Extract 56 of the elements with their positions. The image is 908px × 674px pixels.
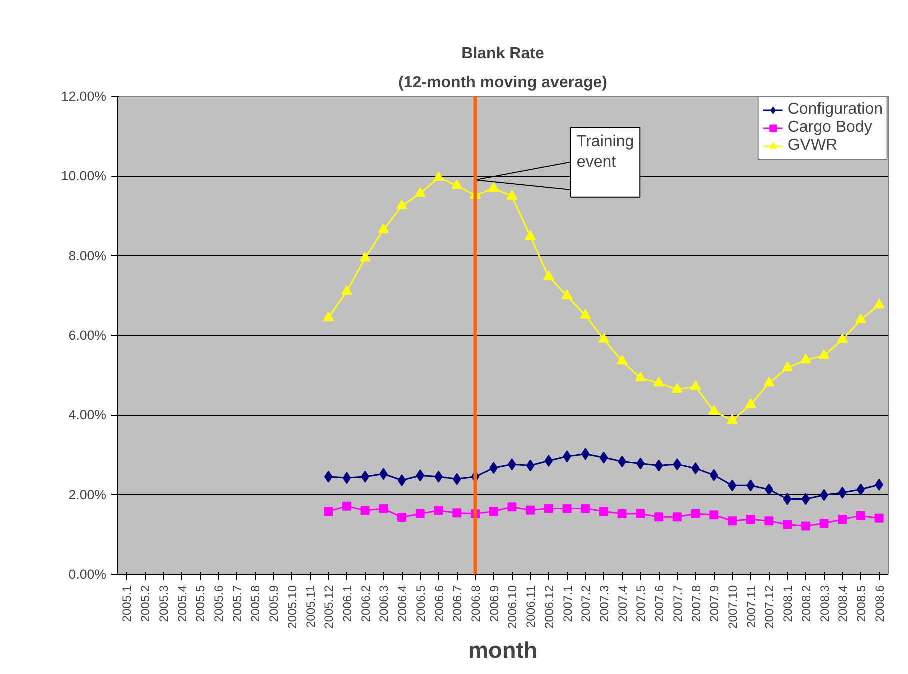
x-axis-title: month [468, 636, 538, 663]
x-tick-label: 2006.12 [542, 585, 556, 629]
x-tick-label: 2007.9 [708, 585, 722, 622]
ref-line-label: Training event [576, 134, 634, 171]
x-tick-label: 2005.10 [285, 585, 300, 629]
y-tick-label: 4.00% [68, 408, 107, 423]
x-tick-label: 2007.8 [689, 585, 704, 622]
y-tick-label: 0.00% [68, 567, 107, 582]
x-tick-label: 2006.6 [432, 585, 446, 622]
x-tick-label: 2005.4 [175, 585, 190, 622]
y-tick-label: 12.00% [61, 89, 107, 104]
x-tick-label: 2006.9 [487, 585, 502, 622]
x-tick-label: 2006.4 [396, 585, 410, 622]
x-tick-label: 2008.6 [872, 585, 887, 622]
legend-label: Cargo Body [788, 119, 872, 137]
x-tick-label: 2005.11 [304, 585, 318, 628]
x-tick-label: 2008.5 [854, 585, 868, 622]
y-tick-label: 10.00% [61, 168, 107, 184]
x-tick-label: 2007.10 [726, 585, 740, 629]
x-tick-label: 2006.7 [450, 585, 465, 622]
x-tick-label: 2007.4 [616, 585, 630, 622]
x-tick-label: 2007.11 [744, 585, 758, 628]
x-tick-label: 2008.4 [836, 585, 850, 622]
x-tick-label: 2006.3 [377, 585, 392, 622]
x-tick-label: 2005.8 [248, 585, 263, 622]
x-tick-label: 2007.5 [634, 585, 648, 622]
legend-label: Configuration [788, 101, 883, 119]
legend-label: GVWR [788, 137, 838, 155]
x-tick-label: 2005.5 [194, 585, 208, 622]
x-tick-label: 2008.3 [818, 585, 832, 622]
chart-title: Blank Rate [462, 46, 544, 62]
x-tick-label: 2007.2 [579, 585, 594, 622]
y-tick-label: 2.00% [68, 487, 107, 502]
x-tick-label: 2005.3 [156, 585, 171, 622]
x-tick-label: 2006.10 [506, 585, 520, 629]
chart-subtitle: (12-month moving average) [398, 74, 608, 92]
y-tick-label: 8.00% [68, 248, 107, 264]
x-tick-label: 2006.5 [414, 585, 428, 622]
x-tick-label: 2008.1 [781, 585, 796, 622]
x-tick-label: 2006.2 [358, 585, 373, 622]
x-tick-label: 2007.1 [560, 585, 575, 622]
x-tick-label: 2005.2 [138, 585, 153, 622]
x-tick-label: 2006.1 [340, 585, 354, 622]
x-tick-label: 2007.12 [762, 585, 777, 629]
x-tick-label: 2005.12 [322, 585, 336, 629]
x-tick-label: 2007.7 [670, 585, 685, 622]
x-tick-label: 2008.2 [799, 585, 814, 622]
x-tick-label: 2006.8 [468, 585, 483, 622]
x-tick-label: 2007.6 [652, 585, 667, 622]
x-tick-label: 2005.6 [212, 585, 226, 622]
y-tick-label: 6.00% [68, 328, 107, 343]
x-tick-label: 2007.3 [597, 585, 612, 622]
x-tick-label: 2005.9 [267, 585, 282, 622]
x-tick-label: 2005.7 [230, 585, 244, 622]
x-tick-label: 2005.1 [120, 585, 134, 622]
x-tick-label: 2006.11 [524, 585, 538, 628]
